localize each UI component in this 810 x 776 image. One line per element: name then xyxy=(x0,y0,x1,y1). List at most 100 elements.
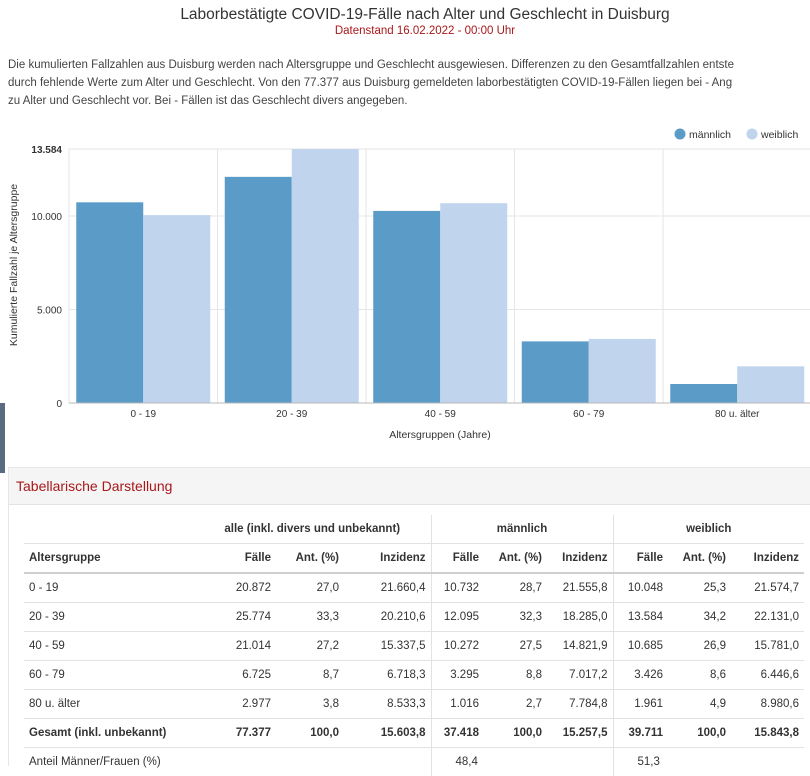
table-cell: 6.725 xyxy=(194,661,276,690)
description-line-3: zu Alter und Geschlecht vor. Bei - Fälle… xyxy=(8,92,810,110)
table-cell: 21.574,7 xyxy=(731,573,804,603)
table-cell: 80 u. älter xyxy=(24,690,194,719)
table-cell: 3.426 xyxy=(613,661,668,690)
table-cell: 10.685 xyxy=(613,632,668,661)
table-cell: Gesamt (inkl. unbekannt) xyxy=(24,719,194,748)
table-cell: 33,3 xyxy=(276,603,344,632)
description-line-2: durch fehlende Werte zum Alter und Gesch… xyxy=(8,74,810,92)
table-cell: 12.095 xyxy=(431,603,484,632)
table-cell: 3.295 xyxy=(431,661,484,690)
group-header-all: alle (inkl. divers und unbekannt) xyxy=(194,515,431,544)
data-table: alle (inkl. divers und unbekannt) männli… xyxy=(24,515,804,776)
table-cell: 25.774 xyxy=(194,603,276,632)
table-cell: 8.980,6 xyxy=(731,690,804,719)
table-cell xyxy=(547,748,613,776)
column-header[interactable]: Fälle xyxy=(194,544,276,574)
bar-female[interactable] xyxy=(589,339,656,403)
y-tick-label: 0 xyxy=(56,399,62,410)
bar-female[interactable] xyxy=(292,149,359,403)
bar-male[interactable] xyxy=(225,177,292,403)
bar-male[interactable] xyxy=(522,341,589,403)
table-cell: 8,6 xyxy=(668,661,731,690)
table-cell: 7.784,8 xyxy=(547,690,613,719)
table-cell: 32,3 xyxy=(484,603,547,632)
table-panel: Tabellarische Darstellung alle (inkl. di… xyxy=(8,467,810,766)
table-cell: 15.603,8 xyxy=(344,719,431,748)
column-header[interactable]: Inzidenz xyxy=(547,544,613,574)
table-cell: 48,4 xyxy=(431,748,484,776)
bar-female[interactable] xyxy=(737,366,804,403)
table-cell: 28,7 xyxy=(484,573,547,603)
column-header[interactable]: Altersgruppe xyxy=(24,544,194,574)
group-header-male: männlich xyxy=(431,515,613,544)
column-header[interactable]: Ant. (%) xyxy=(484,544,547,574)
table-cell: 0 - 19 xyxy=(24,573,194,603)
table-cell: 60 - 79 xyxy=(24,661,194,690)
group-header-female: weiblich xyxy=(613,515,804,544)
column-header[interactable]: Fälle xyxy=(431,544,484,574)
table-cell: 18.285,0 xyxy=(547,603,613,632)
table-cell: 21.660,4 xyxy=(344,573,431,603)
table-panel-title[interactable]: Tabellarische Darstellung xyxy=(9,468,810,505)
table-cell: 40 - 59 xyxy=(24,632,194,661)
table-cell: 20.872 xyxy=(194,573,276,603)
table-cell: 26,9 xyxy=(668,632,731,661)
table-cell xyxy=(344,748,431,776)
table-cell: 27,2 xyxy=(276,632,344,661)
bar-female[interactable] xyxy=(143,215,210,403)
table-cell: 39.711 xyxy=(613,719,668,748)
x-tick-label: 20 - 39 xyxy=(276,409,308,420)
legend-marker[interactable] xyxy=(747,129,758,140)
y-tick-label: 10.000 xyxy=(31,212,62,223)
bar-male[interactable] xyxy=(670,384,737,403)
description: Die kumulierten Fallzahlen aus Duisburg … xyxy=(8,56,810,110)
column-header[interactable]: Inzidenz xyxy=(731,544,804,574)
table-cell: 20 - 39 xyxy=(24,603,194,632)
table-cell: 15.781,0 xyxy=(731,632,804,661)
y-axis-label: Kumulierte Fallzahl je Altersgruppe xyxy=(8,184,20,346)
column-header[interactable]: Inzidenz xyxy=(344,544,431,574)
table-cell: 27,0 xyxy=(276,573,344,603)
table-cell: 25,3 xyxy=(668,573,731,603)
legend-label[interactable]: männlich xyxy=(689,129,731,141)
x-tick-label: 40 - 59 xyxy=(425,409,457,420)
x-tick-label: 0 - 19 xyxy=(130,409,156,420)
bar-female[interactable] xyxy=(440,203,507,403)
table-cell: 7.017,2 xyxy=(547,661,613,690)
column-header[interactable]: Ant. (%) xyxy=(668,544,731,574)
legend-label[interactable]: weiblich xyxy=(760,129,799,141)
table-cell: 10.272 xyxy=(431,632,484,661)
table-cell: 15.337,5 xyxy=(344,632,431,661)
table-cell: 37.418 xyxy=(431,719,484,748)
description-line-1: Die kumulierten Fallzahlen aus Duisburg … xyxy=(8,56,810,74)
x-tick-label: 60 - 79 xyxy=(573,409,605,420)
legend: männlich weiblich xyxy=(675,129,799,142)
bar-male[interactable] xyxy=(76,202,143,403)
table-cell: 27,5 xyxy=(484,632,547,661)
group-header-empty xyxy=(24,515,194,544)
table-cell xyxy=(668,748,731,776)
side-panel-tab[interactable] xyxy=(0,403,5,473)
table-cell: Anteil Männer/Frauen (%) xyxy=(24,748,194,776)
chart-title: Laborbestätigte COVID-19-Fälle nach Alte… xyxy=(0,6,810,24)
legend-marker[interactable] xyxy=(675,129,686,140)
table-cell: 8.533,3 xyxy=(344,690,431,719)
table-cell: 20.210,6 xyxy=(344,603,431,632)
table-cell: 6.446,6 xyxy=(731,661,804,690)
table-cell: 2.977 xyxy=(194,690,276,719)
column-header[interactable]: Fälle xyxy=(613,544,668,574)
table-cell: 21.555,8 xyxy=(547,573,613,603)
y-tick-label: 5.000 xyxy=(37,306,62,317)
column-header[interactable]: Ant. (%) xyxy=(276,544,344,574)
table-cell: 4,9 xyxy=(668,690,731,719)
bar-male[interactable] xyxy=(373,211,440,403)
table-cell: 3,8 xyxy=(276,690,344,719)
table-cell: 21.014 xyxy=(194,632,276,661)
table-cell: 22.131,0 xyxy=(731,603,804,632)
